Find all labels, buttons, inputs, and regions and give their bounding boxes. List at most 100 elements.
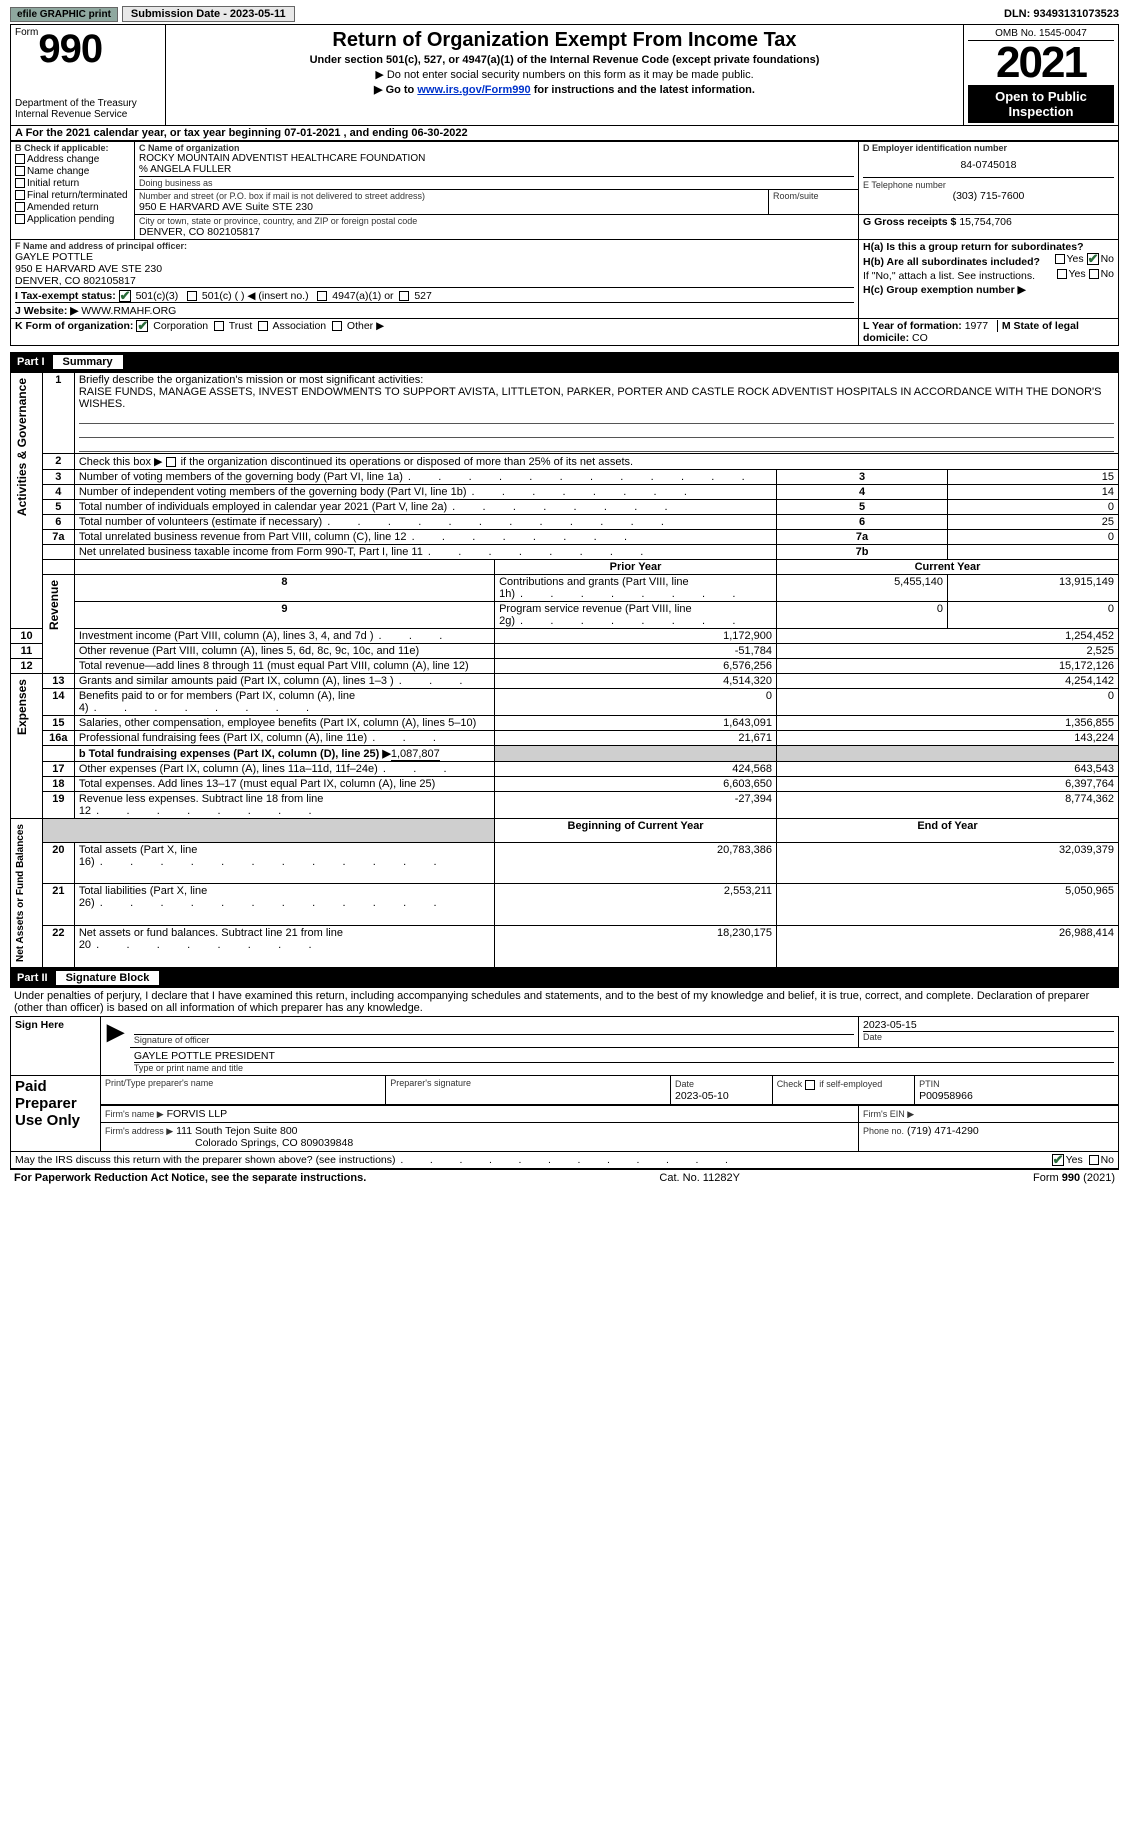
cb-4947[interactable] (317, 291, 327, 301)
cb-final-return[interactable] (15, 190, 25, 200)
c17: 643,543 (777, 762, 1119, 777)
t6: Total number of volunteers (estimate if … (79, 516, 666, 528)
lbl-may-yes: Yes (1066, 1154, 1083, 1166)
t20: Total assets (Part X, line 16) (79, 844, 439, 868)
col-g-label: G Gross receipts $ (863, 216, 956, 228)
b7a: 7a (777, 530, 948, 545)
n20: 20 (42, 842, 74, 884)
vtab-net: Net Assets or Fund Balances (15, 820, 26, 966)
line-1-label: Briefly describe the organization's miss… (79, 374, 423, 386)
t8: Contributions and grants (Part VIII, lin… (499, 576, 737, 600)
lbl-4947: 4947(a)(1) or (332, 290, 393, 302)
c14: 0 (777, 689, 1119, 716)
dept-text: Department of the Treasury Internal Reve… (15, 72, 161, 120)
part2-header: Part II Signature Block (10, 968, 1119, 988)
cb-assoc[interactable] (258, 321, 268, 331)
p8: 5,455,140 (777, 575, 948, 602)
pp-name-lbl: Print/Type preparer's name (105, 1078, 381, 1088)
subtitle: Under section 501(c), 527, or 4947(a)(1)… (170, 54, 959, 66)
sig-date-label: Date (863, 1031, 1114, 1042)
cb-self-emp[interactable] (805, 1080, 815, 1090)
firm-name-lbl: Firm's name ▶ (105, 1109, 164, 1119)
cb-ha-no[interactable] (1087, 253, 1099, 265)
t21: Total liabilities (Part X, line 26) (79, 885, 439, 909)
may-discuss: May the IRS discuss this return with the… (15, 1154, 730, 1166)
n12: 12 (11, 659, 43, 674)
t7a: Total unrelated business revenue from Pa… (79, 531, 629, 543)
col-d-label: D Employer identification number (863, 143, 1114, 153)
cb-line2[interactable] (166, 457, 176, 467)
t11: Other revenue (Part VIII, column (A), li… (79, 645, 419, 657)
t17: Other expenses (Part IX, column (A), lin… (79, 763, 449, 775)
p17: 424,568 (495, 762, 777, 777)
paid-preparer-label: Paid Preparer Use Only (11, 1076, 101, 1152)
firm-addr-lbl: Firm's address ▶ (105, 1126, 173, 1136)
cb-527[interactable] (399, 291, 409, 301)
p11: -51,784 (495, 644, 777, 659)
t9: Program service revenue (Part VIII, line… (499, 603, 737, 627)
p19: -27,394 (495, 792, 777, 819)
lbl-no: No (1101, 253, 1114, 265)
cb-hb-yes[interactable] (1057, 269, 1067, 279)
cb-trust[interactable] (214, 321, 224, 331)
p14: 0 (495, 689, 777, 716)
sig-officer-label: Signature of officer (134, 1035, 854, 1045)
t22: Net assets or fund balances. Subtract li… (79, 927, 343, 951)
cb-corp[interactable] (136, 320, 148, 332)
city-label: City or town, state or province, country… (139, 216, 854, 226)
dba-label: Doing business as (139, 176, 854, 188)
form-number: 990 (38, 27, 102, 71)
cb-initial-return[interactable] (15, 178, 25, 188)
hb-label: H(b) Are all subordinates included? (863, 256, 1040, 268)
efile-button[interactable]: efile GRAPHIC print (10, 7, 118, 22)
t19: Revenue less expenses. Subtract line 18 … (79, 793, 324, 817)
cb-501c3[interactable] (119, 290, 131, 302)
lbl-yes: Yes (1067, 253, 1084, 265)
firm-ein-lbl: Firm's EIN ▶ (863, 1109, 914, 1119)
t7b: Net unrelated business taxable income fr… (79, 546, 646, 558)
p12: 6,576,256 (495, 659, 777, 674)
n5: 5 (42, 500, 74, 515)
firm-phone: (719) 471-4290 (907, 1125, 979, 1137)
part2-title: Signature Block (56, 971, 160, 985)
ein-value: 84-0745018 (863, 159, 1114, 171)
n22: 22 (42, 926, 74, 968)
submission-date-button[interactable]: Submission Date - 2023-05-11 (122, 6, 295, 22)
hdr-curr: Current Year (777, 560, 1119, 575)
n15: 15 (42, 716, 74, 731)
hdr-end: End of Year (777, 819, 1119, 842)
cb-other[interactable] (332, 321, 342, 331)
shade16bp (495, 746, 777, 762)
cb-address-change[interactable] (15, 154, 25, 164)
b4: 4 (777, 485, 948, 500)
col-f-label: F Name and address of principal officer: (15, 241, 854, 251)
n18: 18 (42, 777, 74, 792)
part1-label: Part I (17, 356, 53, 368)
cb-ha-yes[interactable] (1055, 254, 1065, 264)
irs-link[interactable]: www.irs.gov/Form990 (417, 84, 530, 96)
col-b-label: B Check if applicable: (15, 143, 130, 153)
n17: 17 (42, 762, 74, 777)
cb-name-change[interactable] (15, 166, 25, 176)
cb-hb-no[interactable] (1089, 269, 1099, 279)
vtab-exp: Expenses (15, 675, 29, 739)
tax-year: 2021 (968, 41, 1114, 85)
cb-may-yes[interactable] (1052, 1154, 1064, 1166)
footer-mid: Cat. No. 11282Y (659, 1172, 740, 1184)
form-label: Form (15, 27, 38, 38)
n10: 10 (11, 629, 43, 644)
cb-app-pending[interactable] (15, 214, 25, 224)
part1-header: Part I Summary (10, 352, 1119, 372)
hdr-beg: Beginning of Current Year (495, 819, 777, 842)
org-co: % ANGELA FULLER (139, 164, 854, 175)
cb-501c[interactable] (187, 291, 197, 301)
p20: 20,783,386 (495, 842, 777, 884)
cb-amended[interactable] (15, 202, 25, 212)
gross-receipts: 15,754,706 (959, 216, 1012, 228)
cb-may-no[interactable] (1089, 1155, 1099, 1165)
hc-label: H(c) Group exemption number ▶ (863, 284, 1114, 296)
line-2-num: 2 (42, 454, 74, 470)
declaration-text: Under penalties of perjury, I declare th… (10, 988, 1119, 1016)
mission-text: RAISE FUNDS, MANAGE ASSETS, INVEST ENDOW… (79, 386, 1102, 410)
c11: 2,525 (777, 644, 1119, 659)
